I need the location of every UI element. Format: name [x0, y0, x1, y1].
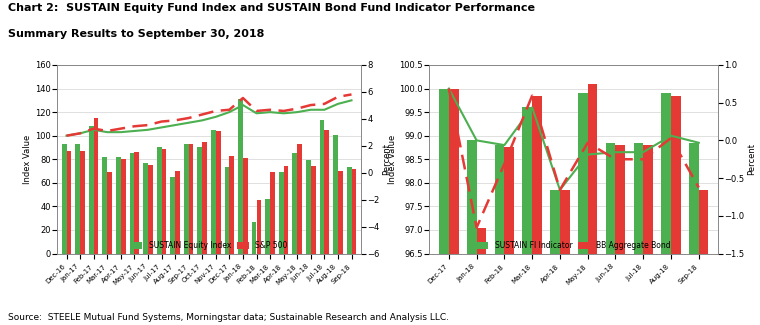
- Bar: [107, 172, 112, 254]
- Bar: [532, 96, 542, 325]
- Bar: [103, 157, 107, 254]
- Bar: [306, 161, 311, 254]
- Bar: [116, 157, 121, 254]
- Bar: [333, 135, 338, 254]
- Bar: [320, 120, 325, 254]
- Bar: [522, 108, 532, 325]
- Bar: [560, 190, 570, 325]
- Bar: [495, 145, 505, 325]
- Bar: [347, 167, 351, 254]
- Bar: [634, 143, 643, 325]
- Bar: [252, 222, 256, 254]
- Bar: [198, 148, 202, 254]
- Bar: [230, 156, 234, 254]
- Text: Summary Results to September 30, 2018: Summary Results to September 30, 2018: [8, 29, 264, 39]
- Bar: [279, 172, 283, 254]
- Y-axis label: Percent: Percent: [382, 143, 391, 175]
- Bar: [211, 130, 216, 254]
- Bar: [188, 144, 193, 254]
- Bar: [606, 143, 616, 325]
- Bar: [643, 145, 653, 325]
- Bar: [550, 190, 560, 325]
- Legend: SUSTAIN Equity Index, S&P 500: SUSTAIN Equity Index, S&P 500: [129, 240, 289, 252]
- Bar: [505, 148, 514, 325]
- Bar: [325, 130, 329, 254]
- Bar: [698, 190, 708, 325]
- Bar: [175, 171, 180, 254]
- Bar: [130, 153, 135, 254]
- Bar: [351, 169, 356, 254]
- Bar: [161, 149, 166, 254]
- Bar: [293, 153, 297, 254]
- Bar: [671, 96, 681, 325]
- Bar: [449, 88, 458, 325]
- Bar: [439, 88, 449, 325]
- Bar: [148, 165, 153, 254]
- Y-axis label: Index Value: Index Value: [23, 135, 32, 184]
- Bar: [238, 99, 243, 254]
- Bar: [184, 144, 188, 254]
- Bar: [67, 151, 71, 254]
- Bar: [93, 118, 98, 254]
- Bar: [75, 144, 80, 254]
- Bar: [225, 167, 230, 254]
- Bar: [170, 177, 175, 254]
- Bar: [265, 199, 270, 254]
- Bar: [311, 166, 315, 254]
- Bar: [338, 171, 343, 254]
- Bar: [616, 145, 625, 325]
- Text: Source:  STEELE Mutual Fund Systems, Morningstar data; Sustainable Research and : Source: STEELE Mutual Fund Systems, Morn…: [8, 313, 448, 322]
- Bar: [135, 152, 139, 254]
- Bar: [587, 84, 597, 325]
- Legend: SUSTAIN FI Indicator, BB Aggregate Bond: SUSTAIN FI Indicator, BB Aggregate Bond: [476, 240, 672, 252]
- Bar: [157, 148, 161, 254]
- Bar: [143, 163, 148, 254]
- Bar: [467, 140, 477, 325]
- Bar: [270, 172, 275, 254]
- Y-axis label: Percent: Percent: [747, 143, 756, 175]
- Bar: [89, 126, 93, 254]
- Bar: [661, 93, 671, 325]
- Bar: [256, 201, 261, 254]
- Y-axis label: Index Value: Index Value: [388, 135, 397, 184]
- Bar: [80, 151, 85, 254]
- Bar: [283, 166, 288, 254]
- Bar: [477, 227, 486, 325]
- Bar: [689, 143, 698, 325]
- Bar: [297, 144, 302, 254]
- Bar: [121, 159, 125, 254]
- Bar: [578, 93, 587, 325]
- Bar: [62, 144, 67, 254]
- Bar: [243, 158, 248, 254]
- Bar: [202, 142, 207, 254]
- Text: Chart 2:  SUSTAIN Equity Fund Index and SUSTAIN Bond Fund Indicator Performance: Chart 2: SUSTAIN Equity Fund Index and S…: [8, 3, 534, 13]
- Bar: [216, 131, 220, 254]
